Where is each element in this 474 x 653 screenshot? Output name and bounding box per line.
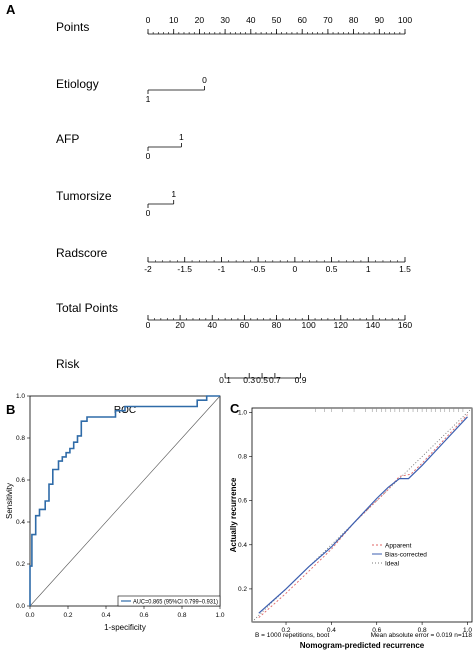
calibration-y-tick-label: 1.0	[238, 409, 247, 416]
roc-x-tick-label: 1.0	[215, 612, 224, 619]
points-tick-label: 20	[195, 15, 205, 25]
total-points-tick-label: 100	[302, 320, 316, 330]
radscore-tick-label: -2	[144, 264, 152, 274]
calibration-y-tick-label: 0.8	[238, 454, 247, 461]
etiology-level-label: 1	[146, 94, 151, 104]
nomogram-panel: Points 0 10 20 30 40 50 60 70 80 90 100Etiology10AF…	[56, 15, 412, 385]
total-points-tick-label: 120	[334, 320, 348, 330]
total-points-tick-label: 20	[175, 320, 185, 330]
roc-x-axis-title: 1-specificity	[104, 623, 146, 632]
total-points-label: Total Points	[56, 301, 118, 315]
calibration-y-tick-label: 0.4	[238, 542, 247, 549]
points-tick-label: 90	[375, 15, 385, 25]
points-tick-label: 50	[272, 15, 282, 25]
roc-x-tick-label: 0.2	[63, 612, 72, 619]
panel-a-letter: A	[6, 2, 16, 17]
calibration-legend-label: Ideal	[385, 560, 400, 567]
radscore-tick-label: 1.5	[399, 264, 411, 274]
roc-y-tick-label: 0.8	[16, 435, 25, 442]
points-tick-label: 10	[169, 15, 179, 25]
points-tick-label: 70	[323, 15, 333, 25]
total-points-tick-label: 160	[398, 320, 412, 330]
roc-y-tick-label: 1.0	[16, 393, 25, 400]
roc-x-tick-label: 0.0	[25, 612, 34, 619]
roc-x-tick-label: 0.4	[101, 612, 110, 619]
roc-y-tick-label: 0.0	[16, 603, 25, 610]
risk-tick-label: 0.1	[219, 375, 231, 385]
roc-legend-label: AUC=0.865 (95%CI 0.799~0.931)	[133, 599, 218, 606]
calibration-y-axis-title: Actually recurrence	[229, 477, 238, 552]
calibration-y-tick-label: 0.6	[238, 498, 247, 505]
roc-y-tick-label: 0.4	[16, 519, 25, 526]
calibration-x-tick-label: 0.6	[372, 627, 381, 634]
calibration-x-tick-label: 0.2	[281, 627, 290, 634]
risk-tick-label: 0.7	[269, 375, 281, 385]
calibration-footnote-right: Mean absolute error = 0.019 n=118	[371, 632, 473, 639]
points-tick-label: 80	[349, 15, 359, 25]
risk-tick-label: 0.9	[295, 375, 307, 385]
calibration-apparent-line	[258, 414, 468, 618]
calibration-legend-label: Bias-corrected	[385, 551, 427, 558]
points-tick-label: 30	[220, 15, 230, 25]
calibration-y-tick-label: 0.2	[238, 586, 247, 593]
points-tick-label: 0	[146, 15, 151, 25]
roc-y-axis-title: Sensitivity	[5, 483, 14, 519]
panel-b-letter: B	[6, 402, 15, 417]
calibration-x-axis-title: Nomogram-predicted recurrence	[300, 641, 425, 650]
afp-level-label: 1	[179, 132, 184, 142]
radscore-tick-label: -0.5	[251, 264, 266, 274]
etiology-label: Etiology	[56, 77, 99, 91]
risk-tick-label: 0.5	[256, 375, 268, 385]
roc-curve	[29, 395, 220, 606]
points-tick-label: 100	[398, 15, 412, 25]
calibration-x-tick-label: 0.8	[418, 627, 427, 634]
tumorsize-level-label: 1	[171, 189, 176, 199]
risk-label: Risk	[56, 357, 80, 371]
roc-legend-box	[117, 595, 221, 607]
calibration-footnote-left: B = 1000 repetitions, boot	[255, 632, 329, 639]
afp-label: AFP	[56, 132, 79, 146]
calibration-x-tick-label: 0.4	[327, 627, 336, 634]
total-points-tick-label: 60	[240, 320, 250, 330]
calibration-bias-corrected-line	[258, 416, 468, 614]
etiology-level-label: 0	[202, 75, 207, 85]
points-tick-label: 40	[246, 15, 256, 25]
total-points-tick-label: 140	[366, 320, 380, 330]
radscore-tick-label: 0.5	[326, 264, 338, 274]
panel-c-letter: C	[230, 401, 240, 416]
radscore-label: Radscore	[56, 246, 108, 260]
afp-level-label: 0	[146, 151, 151, 161]
roc-x-tick-label: 0.6	[139, 612, 148, 619]
radscore-tick-label: 1	[366, 264, 371, 274]
radscore-tick-label: -1	[218, 264, 226, 274]
calibration-legend-label: Apparent	[385, 542, 412, 549]
calibration-x-tick-label: 1.0	[463, 627, 472, 634]
points-tick-label: 60	[297, 15, 307, 25]
roc-y-tick-label: 0.2	[16, 561, 25, 568]
total-points-tick-label: 0	[146, 320, 151, 330]
roc-x-tick-label: 0.8	[177, 612, 186, 619]
tumorsize-level-label: 0	[146, 208, 151, 218]
calibration-panel: 0.2 0.4 0.6 0.8 1.0 0.2 0.4 0.6 0.8 1.0 Nomogram-p…	[229, 407, 473, 650]
risk-tick-label: 0.3	[243, 375, 255, 385]
total-points-tick-label: 80	[272, 320, 282, 330]
roc-y-tick-label: 0.6	[16, 477, 25, 484]
points-label: Points	[56, 20, 89, 34]
total-points-tick-label: 40	[208, 320, 218, 330]
radscore-tick-label: 0	[292, 264, 297, 274]
calibration-frame	[251, 407, 473, 623]
roc-reference-line	[29, 395, 221, 607]
radscore-tick-label: -1.5	[177, 264, 192, 274]
tumorsize-label: Tumorsize	[56, 189, 112, 203]
